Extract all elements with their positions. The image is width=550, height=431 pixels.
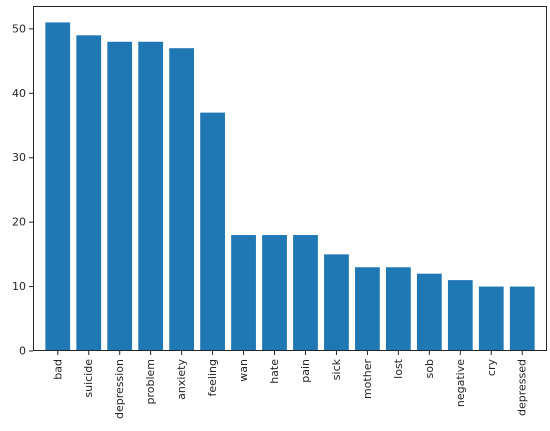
- x-tick-label: mother: [361, 359, 374, 399]
- bar-bad: [45, 22, 71, 352]
- x-tick-label: problem: [144, 359, 157, 405]
- x-tick-label: wan: [237, 359, 250, 382]
- bar-feeling: [200, 112, 225, 351]
- y-tick-label: 20: [12, 216, 26, 229]
- bar-mother: [355, 267, 380, 351]
- bar-hate: [262, 235, 287, 351]
- y-tick-label: 50: [12, 22, 26, 35]
- x-tick-label: bad: [51, 359, 64, 380]
- bar-sick: [324, 254, 349, 351]
- y-tick-label: 40: [12, 87, 26, 100]
- x-tick-label: cry: [485, 359, 498, 377]
- x-tick-label: suicide: [82, 359, 95, 398]
- x-tick-label: lost: [392, 358, 405, 379]
- x-tick-label: feeling: [206, 359, 219, 396]
- x-tick-label: anxiety: [175, 359, 188, 400]
- bar-suicide: [76, 35, 102, 352]
- bar-sob: [416, 273, 442, 351]
- bar-pain: [293, 235, 318, 351]
- bar-wan: [231, 235, 256, 351]
- x-tick-label: depression: [113, 359, 126, 419]
- y-tick-label: 0: [19, 345, 26, 358]
- bar-lost: [385, 267, 411, 351]
- bar-anxiety: [169, 48, 195, 351]
- y-tick-label: 10: [12, 280, 26, 293]
- x-tick-label: sob: [423, 359, 436, 378]
- bar-depression: [107, 41, 133, 352]
- bar-problem: [138, 41, 164, 352]
- plot-frame: [33, 6, 547, 351]
- y-tick-label: 30: [12, 151, 26, 164]
- x-tick-label: hate: [268, 359, 281, 384]
- x-tick-label: pain: [299, 359, 312, 383]
- x-tick-label: depressed: [516, 359, 529, 416]
- bar-cry: [478, 286, 504, 351]
- bars-group: [45, 22, 535, 352]
- x-tick-label: sick: [330, 358, 343, 380]
- bar-negative: [447, 280, 473, 351]
- x-axis-ticks: bad suicide depression problem anxiety feelin…: [51, 351, 529, 419]
- bar-depressed: [509, 286, 535, 351]
- x-tick-label: negative: [454, 359, 467, 407]
- y-axis-ticks: 0 10 20 30 40 50: [12, 22, 33, 358]
